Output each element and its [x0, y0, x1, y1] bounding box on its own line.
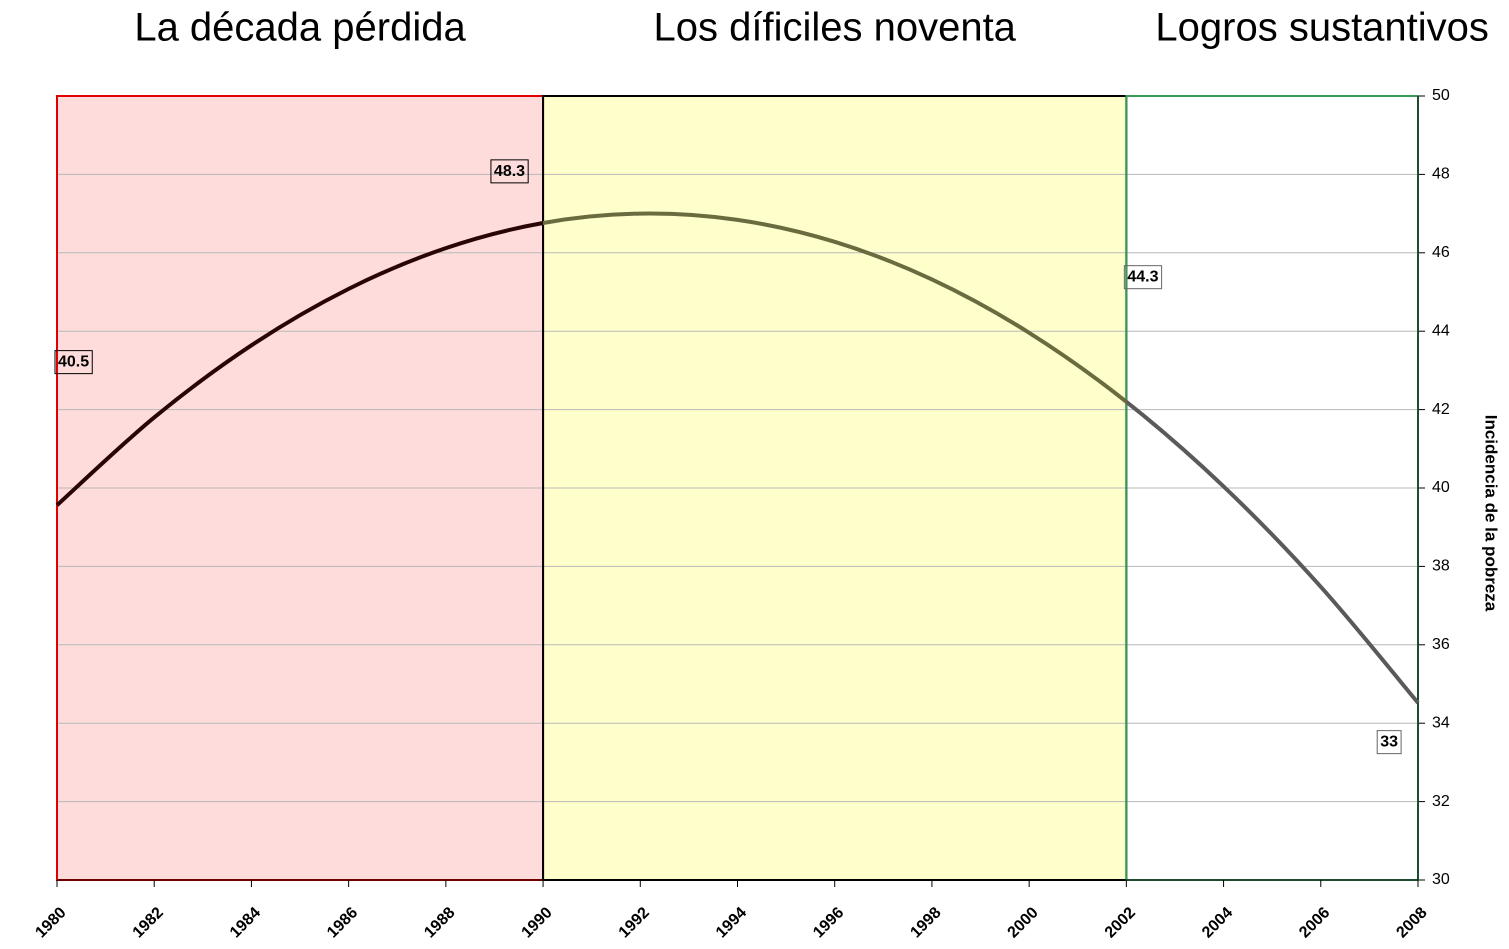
- x-tick-label: 2006: [1296, 904, 1333, 941]
- trend-line: [55, 211, 1420, 705]
- y-tick-label: 44: [1432, 322, 1450, 339]
- y-tick-label: 34: [1432, 714, 1450, 731]
- y-tick-label: 46: [1432, 244, 1450, 261]
- data-label: 33: [1380, 734, 1398, 751]
- data-label-box: [1123, 265, 1163, 290]
- x-tick-label: 1988: [421, 904, 458, 941]
- x-tick-label: 2002: [1102, 904, 1139, 941]
- y-tick-label: 40: [1432, 479, 1450, 496]
- period-title: Los díficiles noventa: [653, 6, 1016, 50]
- y-tick-label: 30: [1432, 871, 1450, 888]
- y-tick-label: 50: [1432, 87, 1450, 104]
- data-label-box: [490, 159, 529, 184]
- x-tick-label: 1990: [519, 904, 556, 941]
- x-tick-label: 2000: [1005, 904, 1042, 941]
- y-tick-label: 42: [1432, 401, 1450, 418]
- data-label-box: [1376, 730, 1402, 755]
- x-tick-label: 1980: [32, 904, 69, 941]
- data-label: 48.3: [494, 163, 525, 180]
- x-tick-label: 1986: [324, 904, 361, 941]
- period-title: La década pérdida: [134, 6, 466, 50]
- data-label: 44.3: [1127, 269, 1158, 286]
- y-axis-title: Incidencia de la pobreza: [1482, 415, 1501, 612]
- x-tick-label: 1984: [227, 904, 264, 941]
- y-tick-label: 32: [1432, 793, 1450, 810]
- x-tick-label: 1982: [130, 904, 167, 941]
- period-title: Logros sustantivos: [1155, 6, 1489, 50]
- y-tick-label: 48: [1432, 166, 1450, 183]
- x-tick-label: 2004: [1199, 904, 1236, 941]
- x-tick-label: 1998: [907, 904, 944, 941]
- x-tick-label: 1994: [713, 904, 750, 941]
- x-tick-label: 2008: [1393, 904, 1430, 941]
- y-tick-label: 36: [1432, 636, 1450, 653]
- data-label-box: [54, 350, 93, 375]
- data-label: 40.5: [58, 354, 89, 371]
- x-tick-label: 1996: [810, 904, 847, 941]
- x-tick-label: 1992: [616, 904, 653, 941]
- y-tick-label: 38: [1432, 558, 1450, 575]
